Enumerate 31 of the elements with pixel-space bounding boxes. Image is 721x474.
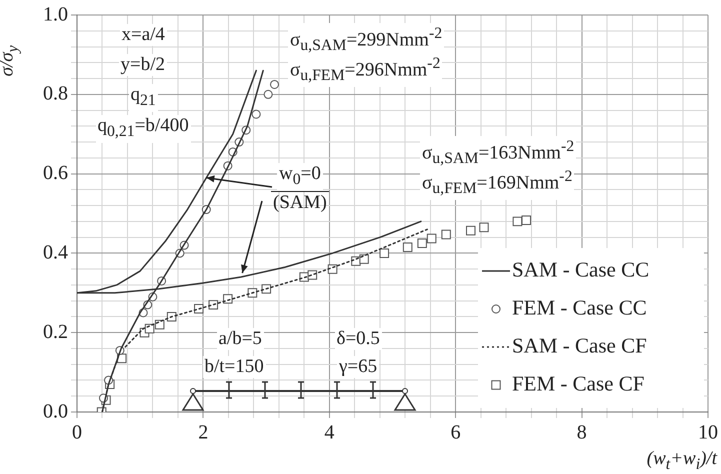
annotation: q$_{0,21}$=b/400 [96, 115, 191, 143]
y-tick-label: 1.0 [43, 3, 68, 26]
annotation: a/b=5 [216, 328, 264, 350]
annotation: w$_{0}$=0 [277, 163, 323, 191]
annotation: σ$_{u,SAM}$=299Nmm$^{-2}$ [290, 25, 442, 54]
x-tick-label: 8 [576, 421, 587, 444]
legend-label: SAM - Case CC [512, 258, 650, 282]
x-tick-label: 6 [450, 421, 461, 444]
annotation: y=b/2 [118, 54, 167, 76]
x-tick-label: 0 [72, 421, 82, 444]
annotation: (SAM) [271, 191, 329, 214]
annotation: q$_{21}$ [128, 84, 158, 112]
annotation: σ$_{u,SAM}$=163Nmm$^{-2}$ [422, 138, 574, 168]
x-tick-label: 10 [698, 421, 718, 444]
annotation: δ=0.5 [334, 328, 382, 350]
x-tick-label: 4 [324, 421, 334, 444]
legend-label: FEM - Case CC [512, 296, 647, 320]
y-tick-label: 0.8 [43, 82, 68, 105]
legend-label: SAM - Case CF [512, 334, 647, 358]
annotation: b/t=150 [202, 356, 266, 378]
y-tick-label: 0.0 [43, 400, 68, 422]
x-tick-label: 2 [198, 421, 208, 444]
annotation: σ$_{u,FEM}$=296Nmm$^{-2}$ [288, 53, 442, 88]
legend-label: FEM - Case CF [512, 372, 644, 396]
annotation: σ$_{u,FEM}$=169Nmm$^{-2}$ [420, 166, 574, 200]
y-tick-label: 0.2 [43, 320, 68, 343]
y-tick-label: 0.6 [43, 162, 68, 184]
annotation: x=a/4 [120, 24, 167, 46]
x-axis-title: (w$_{t}$+w$_{i}$)/t [646, 448, 717, 474]
y-tick-label: 0.4 [43, 241, 68, 264]
annotation: γ=65 [337, 356, 380, 378]
